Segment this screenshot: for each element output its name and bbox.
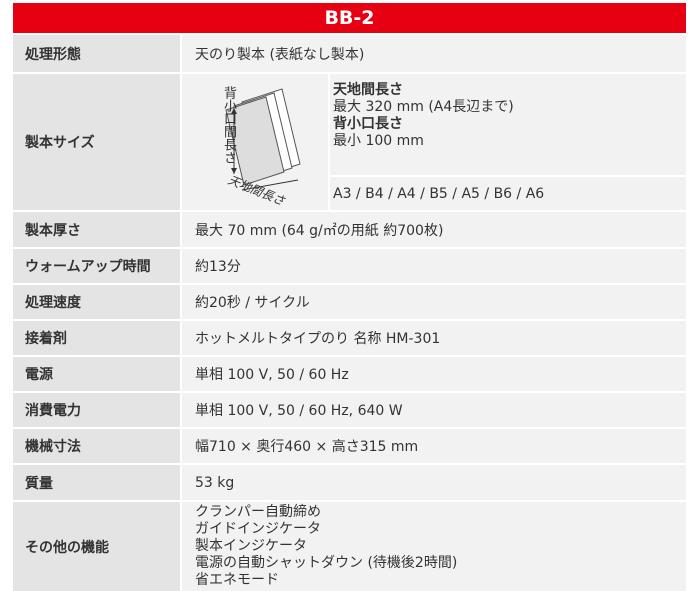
row-value: 最大 70 mm (64 g/㎡の用紙 約700枚) [182, 212, 686, 247]
row-label: 質量 [13, 465, 180, 500]
row-value: 単相 100 V, 50 / 60 Hz, 640 W [182, 393, 686, 427]
row-value: クランパー自動締め ガイドインジケータ 製本インジケータ 電源の自動シャットダウン (… [182, 502, 686, 591]
size-list: A3 / B4 / A4 / B5 / A5 / B6 / A6 [330, 177, 686, 210]
table-title: BB-2 [13, 3, 686, 33]
row-label: 処理形態 [13, 35, 180, 72]
row-value: 単相 100 V, 50 / 60 Hz [182, 357, 686, 391]
vertical-label: 背小口間長さ [221, 86, 236, 164]
feature-line: 製本インジケータ [195, 538, 307, 554]
row-value: 53 kg [182, 465, 686, 500]
row-label: 機械寸法 [13, 429, 180, 463]
row-label: 製本厚さ [13, 212, 180, 247]
feature-line: 電源の自動シャットダウン (待機後2時間) [195, 555, 458, 571]
figure-cell: 背小口間長さ 天地間長さ [182, 74, 328, 210]
row-label: 処理速度 [13, 285, 180, 319]
feature-line: 省エネモード [195, 572, 279, 588]
row-label: 製本サイズ [13, 74, 180, 210]
row-label: その他の機能 [13, 502, 180, 591]
row-value: 約20秒 / サイクル [182, 285, 686, 319]
row-value: 天のり製本 (表紙なし製本) [182, 35, 686, 72]
row-label: 電源 [13, 357, 180, 391]
row-label: 消費電力 [13, 393, 180, 427]
row-value: ホットメルトタイプのり 名称 HM-301 [182, 321, 686, 355]
book-illustration [225, 88, 301, 191]
detail-line: 最小 100 mm [333, 133, 424, 149]
row-value: 約13分 [182, 249, 686, 283]
feature-line: ガイドインジケータ [195, 521, 321, 537]
detail-line: 最大 320 mm (A4長辺まで) [333, 99, 514, 115]
detail-line: 背小口長さ [333, 116, 403, 132]
row-label: ウォームアップ時間 [13, 249, 180, 283]
row-label: 接着剤 [13, 321, 180, 355]
feature-line: クランパー自動締め [195, 504, 321, 520]
size-details: 天地間長さ 最大 320 mm (A4長辺まで) 背小口長さ 最小 100 mm [330, 74, 686, 175]
detail-line: 天地間長さ [333, 82, 403, 98]
row-value: 幅710 × 奥行460 × 高さ315 mm [182, 429, 686, 463]
